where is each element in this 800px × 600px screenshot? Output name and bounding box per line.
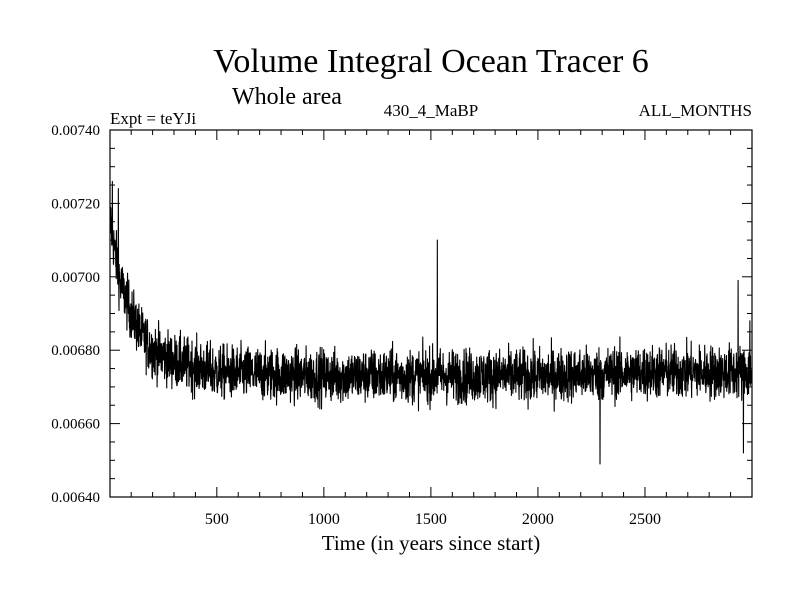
run-label: 430_4_MaBP [384, 101, 478, 120]
chart-title: Volume Integral Ocean Tracer 6 [213, 43, 649, 80]
y-tick-label: 0.00700 [51, 270, 100, 286]
x-tick-label: 2000 [522, 511, 554, 528]
period-label: ALL_MONTHS [639, 101, 752, 120]
x-tick-label: 1500 [415, 511, 447, 528]
x-tick-label: 2500 [629, 511, 661, 528]
y-tick-label: 0.00660 [51, 417, 100, 433]
x-tick-label: 1000 [308, 511, 340, 528]
y-tick-label: 0.00720 [51, 196, 100, 212]
x-axis-label: Time (in years since start) [322, 531, 541, 555]
plot-frame [109, 129, 753, 498]
chart-subtitle: Whole area [232, 84, 342, 110]
y-tick-label: 0.00740 [51, 123, 100, 139]
experiment-label: Expt = teYJi [110, 109, 196, 128]
y-tick-label: 0.00680 [51, 343, 100, 359]
ticks-group: 500 1000 1500 2000 2500 0.00640 0.00660 0.00680… [51, 123, 752, 528]
series-line [109, 180, 753, 465]
x-tick-label: 500 [205, 511, 229, 528]
series-group [109, 180, 753, 465]
y-tick-label: 0.00640 [51, 490, 100, 506]
